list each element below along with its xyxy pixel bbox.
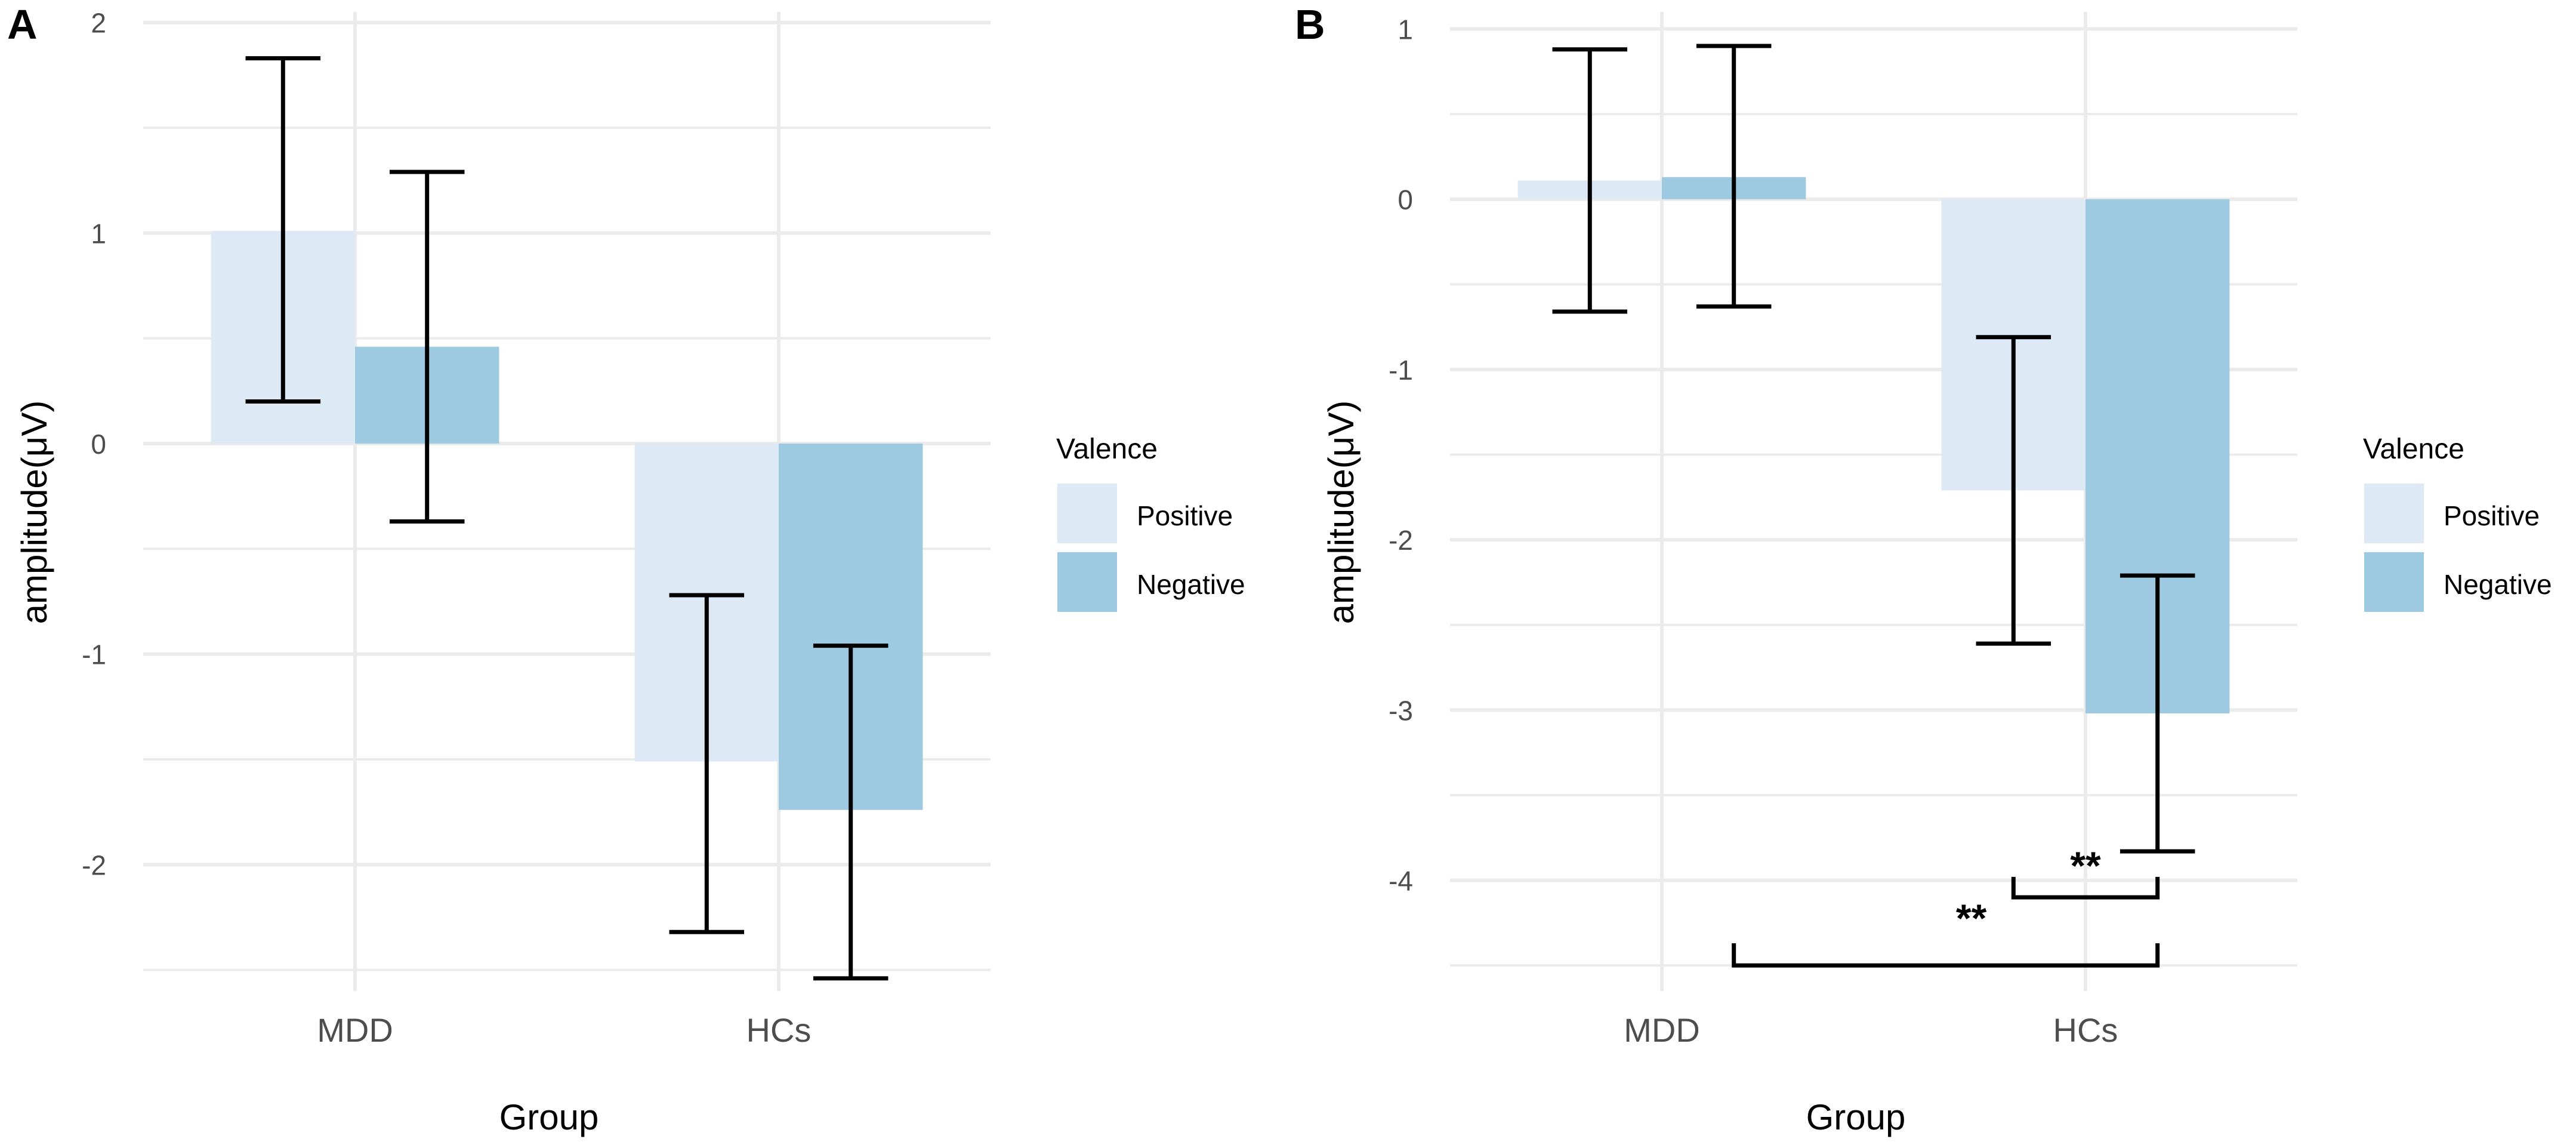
y-tick-label: -4 [1389, 866, 1413, 897]
legend-swatch-positive [1057, 484, 1117, 543]
y-tick-labels: -4 -3 -2 -1 0 1 [1389, 14, 1413, 897]
x-tick-labels: MDD HCs [317, 1011, 811, 1049]
error-bar-positive-hcs [669, 593, 745, 934]
x-tick-label: MDD [317, 1011, 393, 1049]
x-axis-label: Group [1806, 1097, 1906, 1137]
y-axis-label: amplitude(μV) [1321, 401, 1361, 624]
y-tick-label: -2 [1389, 525, 1413, 556]
y-tick-label: 2 [91, 8, 106, 39]
y-axis-label: amplitude(μV) [14, 401, 54, 624]
y-tick-label: -1 [1389, 355, 1413, 386]
y-tick-label: -2 [82, 849, 106, 881]
x-tick-label: HCs [2053, 1011, 2118, 1049]
panel-label: B [1295, 1, 1325, 48]
y-tick-label: 0 [91, 429, 106, 460]
significance-bracket [2011, 876, 2160, 900]
legend-swatch-negative [2364, 552, 2424, 612]
error-bar-negative-mdd [1696, 44, 1772, 309]
panel-a: A -2 -1 0 1 2 MDD HCs Group amplitude(μV) Val… [7, 1, 1245, 1137]
panel-label: A [7, 1, 38, 48]
legend-label-negative: Negative [2444, 569, 2552, 600]
error-bar-negative-hcs [813, 644, 889, 981]
y-tick-labels: -2 -1 0 1 2 [82, 8, 106, 881]
y-tick-label: -3 [1389, 695, 1413, 726]
error-bar-negative-mdd [389, 170, 465, 524]
x-tick-label: MDD [1624, 1011, 1700, 1049]
legend-title: Valence [2363, 433, 2464, 465]
error-bar-positive-mdd [1552, 47, 1628, 314]
error-bar-positive-hcs [1976, 335, 2051, 646]
significance-bracket [1732, 943, 2160, 968]
legend-title: Valence [1056, 433, 1158, 465]
y-tick-label: 1 [91, 218, 106, 249]
y-tick-label: 0 [1397, 184, 1413, 216]
legend: Valence Positive Negative [2363, 433, 2552, 612]
significance-label: ** [1956, 896, 1987, 940]
legend-label-positive: Positive [2444, 500, 2540, 531]
error-bar-positive-mdd [245, 56, 321, 404]
legend-swatch-negative [1057, 552, 1117, 612]
y-tick-label: 1 [1397, 14, 1413, 45]
error-bars [245, 56, 889, 981]
legend-swatch-positive [2364, 484, 2424, 543]
error-bars [1552, 44, 2195, 854]
legend-label-positive: Positive [1137, 500, 1233, 531]
x-tick-label: HCs [746, 1011, 812, 1049]
legend-label-negative: Negative [1137, 569, 1245, 600]
x-axis-label: Group [499, 1097, 599, 1137]
bars [1517, 177, 2230, 714]
error-bar-negative-hcs [2120, 573, 2195, 854]
panel-b: B ** ** -4 -3 -2 -1 0 1 MDD HCs Group amplitude… [1295, 1, 2552, 1137]
significance-brackets: ** ** [1732, 844, 2160, 968]
significance-label: ** [2070, 844, 2101, 888]
y-tick-label: -1 [82, 639, 106, 670]
bars [211, 230, 923, 810]
legend: Valence Positive Negative [1056, 433, 1245, 612]
x-tick-labels: MDD HCs [1624, 1011, 2118, 1049]
